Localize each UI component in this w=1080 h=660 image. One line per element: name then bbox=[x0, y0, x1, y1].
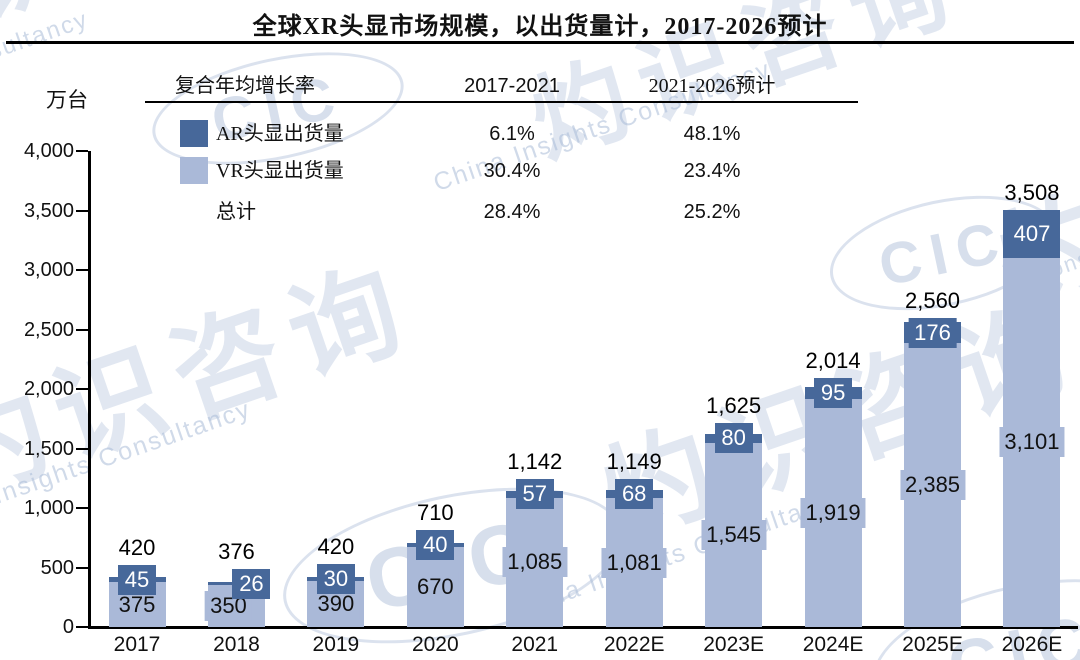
cagr-header-period1: 2017-2021 bbox=[464, 75, 560, 97]
y-tick-mark bbox=[76, 328, 88, 331]
y-tick-label: 2,000 bbox=[23, 378, 74, 400]
x-axis-label: 2017 bbox=[113, 633, 161, 656]
total-value-label: 420 bbox=[317, 533, 355, 559]
x-axis-label: 2022E bbox=[603, 633, 665, 656]
x-axis-label: 2020 bbox=[411, 633, 459, 656]
chart-title: 全球XR头显市场规模，以出货量计，2017-2026预计 bbox=[252, 14, 828, 40]
y-tick-mark bbox=[76, 150, 88, 152]
y-tick-mark bbox=[76, 447, 88, 450]
total-value-label: 710 bbox=[416, 499, 454, 525]
vr-value-label: 1,081 bbox=[601, 547, 667, 578]
cagr-value: 23.4% bbox=[683, 160, 741, 182]
total-value-label: 420 bbox=[118, 534, 156, 560]
x-axis-label: 2019 bbox=[312, 633, 360, 656]
total-value-label: 2,014 bbox=[805, 347, 861, 373]
y-tick-mark bbox=[76, 507, 88, 509]
total-value-label: 376 bbox=[218, 538, 255, 564]
y-tick-label: 500 bbox=[40, 556, 74, 579]
vr-value-label: 3,101 bbox=[999, 427, 1065, 458]
vr-value-label: 670 bbox=[411, 572, 459, 603]
cagr-header-period2: 2021-2026预计 bbox=[648, 75, 776, 97]
x-axis-label: 2021 bbox=[511, 633, 559, 656]
ar-value-label: 176 bbox=[908, 317, 957, 348]
y-tick-mark bbox=[76, 269, 88, 271]
legend-swatch-vr bbox=[180, 157, 208, 184]
vr-value-label: 1,919 bbox=[800, 497, 866, 528]
ar-value-label: 26 bbox=[232, 568, 271, 599]
y-tick-mark bbox=[76, 566, 88, 569]
ar-value-label: 95 bbox=[814, 377, 853, 408]
ar-value-label: 45 bbox=[118, 564, 156, 595]
y-tick-label: 3,000 bbox=[23, 259, 74, 281]
legend-label-vr: VR头显出货量 bbox=[216, 160, 344, 182]
total-row-label: 总计 bbox=[216, 201, 256, 223]
y-tick-mark bbox=[76, 388, 88, 390]
ar-value-label: 407 bbox=[1007, 218, 1057, 249]
total-value-label: 3,508 bbox=[1004, 179, 1060, 205]
y-tick-label: 1,000 bbox=[23, 497, 74, 519]
y-tick-label: 4,000 bbox=[23, 140, 74, 162]
ar-value-label: 80 bbox=[714, 423, 753, 454]
vr-value-label: 1,085 bbox=[502, 547, 568, 578]
title-underline bbox=[6, 41, 1074, 44]
x-axis-label: 2026E bbox=[1001, 633, 1063, 656]
x-axis-line bbox=[88, 626, 1078, 629]
x-axis-label: 2025E bbox=[902, 633, 963, 656]
total-value-label: 1,625 bbox=[706, 393, 762, 419]
y-axis-line bbox=[88, 151, 91, 628]
total-value-label: 1,142 bbox=[507, 449, 563, 475]
ar-value-label: 68 bbox=[615, 479, 654, 510]
cagr-header-rule bbox=[145, 101, 858, 103]
total-value-label: 2,560 bbox=[904, 287, 961, 313]
y-tick-mark bbox=[76, 626, 88, 628]
legend-label-ar: AR头显出货量 bbox=[216, 123, 344, 145]
ar-value-label: 57 bbox=[515, 479, 554, 510]
legend-swatch-ar bbox=[180, 120, 208, 147]
cagr-value: 48.1% bbox=[683, 123, 741, 145]
vr-value-label: 2,385 bbox=[899, 470, 966, 501]
total-value-label: 1,149 bbox=[606, 449, 662, 475]
vr-value-label: 1,545 bbox=[701, 520, 767, 551]
x-axis-label: 2018 bbox=[213, 633, 260, 656]
vr-value-label: 375 bbox=[113, 589, 161, 620]
cagr-header-metric: 复合年均增长率 bbox=[175, 75, 315, 97]
ar-value-label: 30 bbox=[316, 563, 355, 594]
y-tick-label: 3,500 bbox=[23, 199, 74, 222]
y-tick-mark bbox=[76, 209, 88, 212]
ar-value-label: 40 bbox=[416, 529, 455, 560]
cagr-value: 30.4% bbox=[483, 160, 541, 182]
cagr-value: 6.1% bbox=[489, 123, 535, 145]
y-tick-label: 1,500 bbox=[23, 437, 74, 460]
y-tick-label: 2,500 bbox=[23, 318, 74, 341]
cagr-value: 25.2% bbox=[683, 201, 741, 223]
x-axis-label: 2024E bbox=[802, 633, 864, 656]
cagr-value: 28.4% bbox=[483, 201, 541, 223]
x-axis-label: 2023E bbox=[703, 633, 764, 656]
y-tick-label: 0 bbox=[62, 616, 74, 638]
y-axis-units-label: 万台 bbox=[46, 88, 88, 112]
